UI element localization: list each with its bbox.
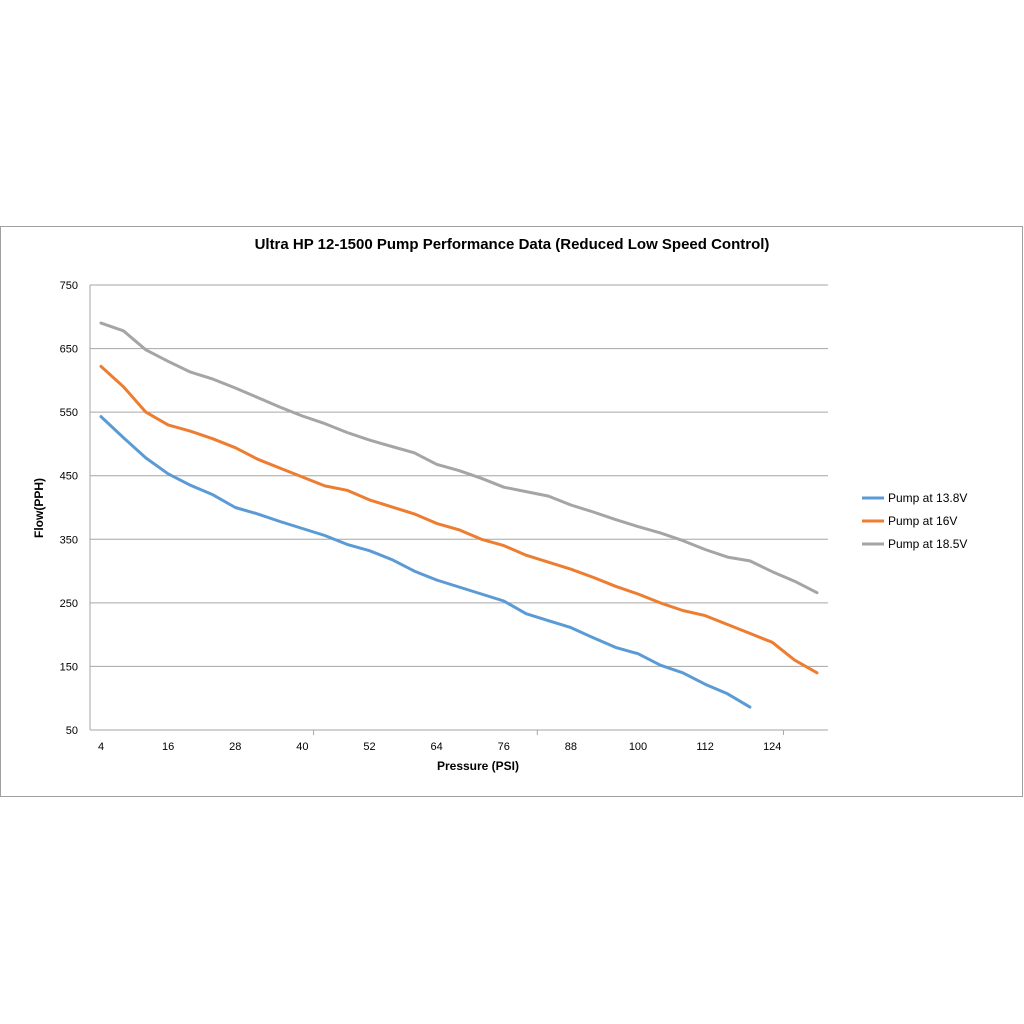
x-tick-label: 4 — [98, 741, 104, 753]
x-tick-label: 52 — [363, 741, 375, 753]
series-line — [99, 415, 752, 709]
legend-label: Pump at 16V — [888, 514, 957, 528]
x-tick-label: 28 — [229, 741, 241, 753]
x-tick-labels: 4 16 28 40 52 64 76 88 100 112 124 — [98, 730, 784, 753]
y-tick-label: 50 — [66, 725, 78, 737]
x-tick-label: 112 — [696, 741, 714, 753]
chart-title: Ultra HP 12-1500 Pump Performance Data (… — [255, 236, 770, 253]
y-tick-label: 550 — [60, 407, 78, 419]
legend: Pump at 13.8V Pump at 16V Pump at 18.5V — [862, 491, 967, 551]
x-tick-label: 40 — [296, 741, 308, 753]
x-tick-label: 124 — [763, 741, 781, 753]
chart-border — [0, 226, 1023, 797]
x-axis-label: Pressure (PSI) — [437, 759, 519, 773]
x-tick-label: 64 — [431, 741, 443, 753]
legend-label: Pump at 13.8V — [888, 491, 967, 505]
y-tick-labels: 50 150 250 350 450 550 650 750 — [60, 280, 78, 737]
series-line — [99, 321, 819, 595]
series-lines — [99, 321, 819, 709]
y-tick-label: 650 — [60, 344, 78, 356]
legend-label: Pump at 18.5V — [888, 537, 967, 551]
y-tick-label: 750 — [60, 280, 78, 292]
y-tick-label: 150 — [60, 661, 78, 673]
y-tick-label: 350 — [60, 534, 78, 546]
x-tick-label: 16 — [162, 741, 174, 753]
y-tick-label: 250 — [60, 598, 78, 610]
x-tick-label: 100 — [629, 741, 647, 753]
gridlines — [89, 284, 828, 731]
y-axis-label: Flow(PPH) — [32, 478, 46, 538]
x-tick-label: 76 — [498, 741, 510, 753]
y-tick-label: 450 — [60, 471, 78, 483]
series-line — [99, 364, 819, 675]
x-tick-label: 88 — [565, 741, 577, 753]
